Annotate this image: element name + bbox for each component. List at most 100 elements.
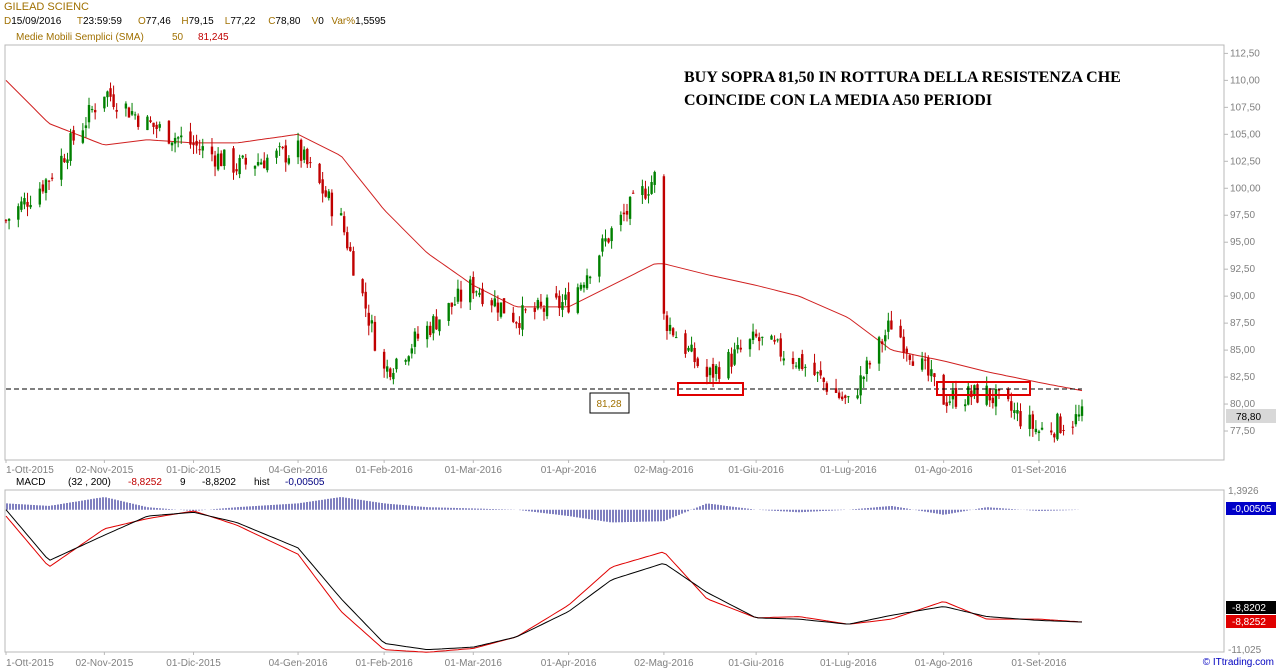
candle-body — [902, 336, 905, 353]
candle-body — [1013, 410, 1016, 414]
candle-body — [1074, 414, 1078, 425]
candle-body — [87, 105, 91, 123]
candle-body — [496, 302, 500, 313]
candle-body — [84, 125, 88, 129]
candle-body — [911, 361, 915, 366]
macd-hist-label: hist — [254, 477, 270, 488]
date-tick-label: 04-Gen-2016 — [269, 658, 328, 668]
candle-body — [816, 372, 819, 374]
candle-body — [1010, 401, 1013, 411]
macd-axis-top: 1,3926 — [1228, 486, 1259, 497]
candle-body — [730, 353, 733, 367]
date-tick-label: 01-Lug-2016 — [820, 465, 877, 476]
candle-body — [432, 316, 435, 334]
candle-body — [502, 298, 506, 314]
candle-body — [413, 331, 417, 347]
candle-body — [296, 140, 300, 158]
candle-body — [136, 115, 140, 127]
candle-body — [942, 374, 945, 405]
candle-body — [588, 276, 592, 279]
candle-body — [576, 287, 580, 313]
candle-body — [456, 288, 460, 302]
candle-body — [545, 297, 549, 317]
candle-body — [954, 388, 958, 407]
date-tick-label: 01-Lug-2016 — [820, 658, 877, 668]
candle-body — [404, 360, 407, 362]
date-tick-label: 01-Apr-2016 — [541, 465, 597, 476]
candle-body — [170, 142, 174, 146]
candle-body — [684, 333, 687, 354]
candle-body — [281, 146, 284, 148]
candle-body — [801, 354, 804, 370]
candle-body — [287, 158, 291, 164]
candle-body — [794, 365, 798, 367]
candle-body — [284, 145, 287, 163]
candle-body — [628, 196, 632, 219]
candle-body — [349, 246, 352, 251]
candle-body — [994, 388, 998, 407]
candle-body — [991, 397, 995, 404]
candle-body — [834, 388, 838, 393]
candle-body — [23, 198, 26, 205]
candle-body — [963, 404, 967, 407]
last-price-value: 78,80 — [1236, 412, 1261, 423]
candle-body — [1062, 429, 1065, 431]
candle-body — [17, 206, 20, 220]
candle-body — [533, 307, 536, 312]
candle-body — [223, 149, 226, 166]
candle-body — [779, 338, 782, 357]
candle-body — [382, 351, 386, 369]
candle-body — [948, 401, 952, 403]
candle-body — [127, 107, 131, 118]
candle-body — [435, 316, 438, 330]
candle-body — [306, 148, 309, 165]
candle-body — [711, 363, 715, 378]
candle-body — [47, 180, 51, 182]
macd-signal-value: -8,8202 — [202, 477, 236, 488]
price-tick-label: 85,00 — [1230, 345, 1255, 356]
candle-body — [38, 188, 42, 205]
candle-body — [386, 366, 389, 372]
price-tick-label: 92,50 — [1230, 264, 1255, 275]
candle-body — [924, 359, 927, 361]
macd-macd-badge-value: -8,8252 — [1232, 617, 1266, 628]
candle-body — [263, 160, 266, 169]
candle-body — [555, 293, 558, 298]
candle-body — [754, 333, 758, 337]
macd-panel-frame — [4, 489, 1225, 653]
candle-body — [321, 179, 324, 194]
candle-body — [604, 238, 607, 242]
candle-body — [318, 163, 321, 183]
candle-body — [210, 146, 214, 155]
candle-body — [582, 284, 586, 288]
candle-body — [610, 228, 613, 242]
candle-body — [453, 304, 457, 306]
highlight-box-may — [677, 382, 744, 396]
quote-line: D15/09/2016 T23:59:59 O77,46 H79,15 L77,22 C7… — [4, 16, 386, 27]
candle-body — [361, 279, 364, 294]
candle-body — [714, 365, 718, 374]
date-tick-label: 01-Giu-2016 — [728, 465, 784, 476]
date-tick-label: 01-Giu-2016 — [728, 658, 784, 668]
candle-body — [1053, 433, 1056, 438]
macd-macd-badge — [1226, 615, 1276, 628]
quote-c: C78,80 — [268, 16, 301, 27]
candle-body — [438, 319, 441, 332]
candle-body — [797, 358, 801, 369]
candle-body — [524, 309, 527, 311]
candle-body — [997, 389, 1001, 391]
date-tick-label: 01-Ago-2016 — [915, 658, 973, 668]
candle-body — [512, 312, 515, 322]
candle-body — [256, 162, 260, 166]
date-tick-label: 02-Nov-2015 — [75, 465, 133, 476]
candle-body — [425, 325, 429, 340]
price-tick-label: 102,50 — [1230, 156, 1261, 167]
candle-body — [601, 238, 604, 252]
date-tick-label: 01-Feb-2016 — [356, 465, 414, 476]
candle-body — [112, 94, 115, 107]
candle-body — [447, 303, 450, 322]
candle-body — [472, 276, 475, 294]
macd-signal-line — [5, 510, 1083, 653]
date-tick-label: 1-Ott-2015 — [6, 658, 54, 668]
